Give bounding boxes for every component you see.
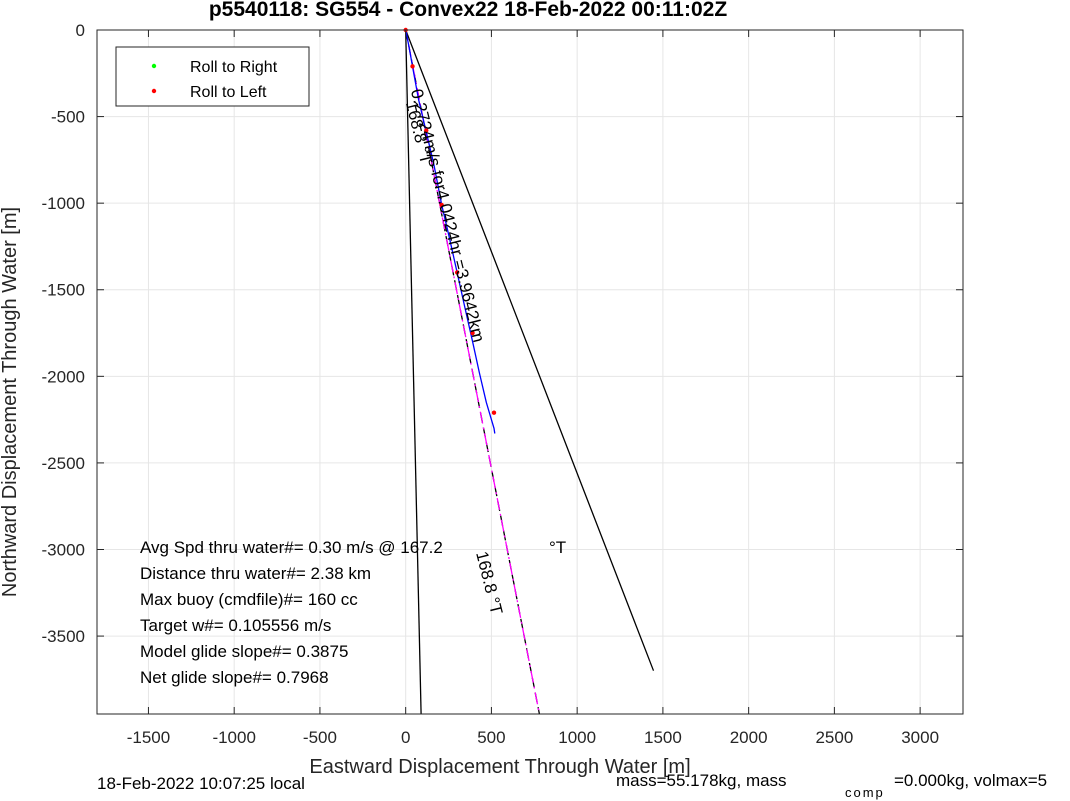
- x-tick-label: 1500: [644, 728, 682, 747]
- y-tick-label: -1500: [42, 281, 85, 300]
- series-current-heading: [405, 29, 541, 715]
- footer: 18-Feb-2022 10:07:25 local mass=55.178kg…: [97, 771, 1047, 800]
- info-avg-speed: Avg Spd thru water#= 0.30 m/s @ 167.2: [140, 538, 443, 557]
- info-distance: Distance thru water#= 2.38 km: [140, 564, 371, 583]
- x-axis-label: Eastward Displacement Through Water [m]: [309, 756, 690, 778]
- plot-frame: [96, 29, 964, 715]
- series-heading-bound-right: [405, 29, 655, 671]
- legend-marker-roll-right: [151, 63, 157, 69]
- x-tick-label: -500: [303, 728, 337, 747]
- legend-box: [115, 46, 310, 107]
- x-tick-label: -1000: [212, 728, 255, 747]
- axis-ticks: -1500 -1000 -500 0 500 1000 1500 2000 2500 3000 0 -…: [42, 21, 963, 747]
- info-block: Avg Spd thru water#= 0.30 m/s @ 167.2 °T…: [140, 538, 566, 687]
- x-tick-label: 0: [401, 728, 410, 747]
- series-roll-to-left-point: [424, 128, 429, 133]
- y-tick-label: -3500: [42, 627, 85, 646]
- series-heading-bound-left: [405, 29, 422, 715]
- legend: Roll to Right Roll to Left: [115, 46, 310, 107]
- y-tick-label: -3000: [42, 540, 85, 559]
- footer-volmax: =0.000kg, volmax=5: [894, 771, 1047, 790]
- series-roll-to-left-point: [491, 410, 497, 415]
- x-tick-label: 3000: [901, 728, 939, 747]
- info-net-glide-slope: Net glide slope#= 0.7968: [140, 668, 329, 687]
- series-layer: [403, 27, 655, 715]
- series-track: [405, 29, 496, 434]
- info-avg-speed-unit: °T: [549, 538, 566, 557]
- series-roll-to-left-point: [454, 270, 460, 275]
- x-tick-label: 1000: [558, 728, 596, 747]
- info-max-buoy: Max buoy (cmdfile)#= 160 cc: [140, 590, 358, 609]
- y-tick-label: -2500: [42, 454, 85, 473]
- footer-mass: mass=55.178kg, mass: [616, 771, 787, 790]
- series-roll-to-left-point: [470, 330, 475, 336]
- footer-local-time: 18-Feb-2022 10:07:25 local: [97, 774, 305, 793]
- x-tick-label: -1500: [127, 728, 170, 747]
- y-tick-label: -2000: [42, 367, 85, 386]
- y-tick-label: -500: [51, 108, 85, 127]
- legend-label-roll-left: Roll to Left: [190, 84, 267, 101]
- footer-mass-subscript: comp: [845, 785, 885, 800]
- legend-marker-roll-left: [151, 88, 157, 94]
- legend-label-roll-right: Roll to Right: [190, 59, 278, 76]
- x-tick-label: 2000: [730, 728, 768, 747]
- y-tick-label: -1000: [42, 194, 85, 213]
- plot-area: [97, 30, 963, 714]
- series-roll-to-left-point: [410, 64, 415, 69]
- x-tick-label: 500: [477, 728, 505, 747]
- series-roll-to-left-point: [439, 202, 444, 208]
- y-tick-label: 0: [76, 21, 85, 40]
- info-model-glide-slope: Model glide slope#= 0.3875: [140, 642, 348, 661]
- y-axis-label: Northward Displacement Through Water [m]: [0, 207, 21, 597]
- x-tick-label: 2500: [815, 728, 853, 747]
- chart-title: p5540118: SG554 - Convex22 18-Feb-2022 0…: [209, 0, 727, 21]
- info-target-w: Target w#= 0.105556 m/s: [140, 616, 331, 635]
